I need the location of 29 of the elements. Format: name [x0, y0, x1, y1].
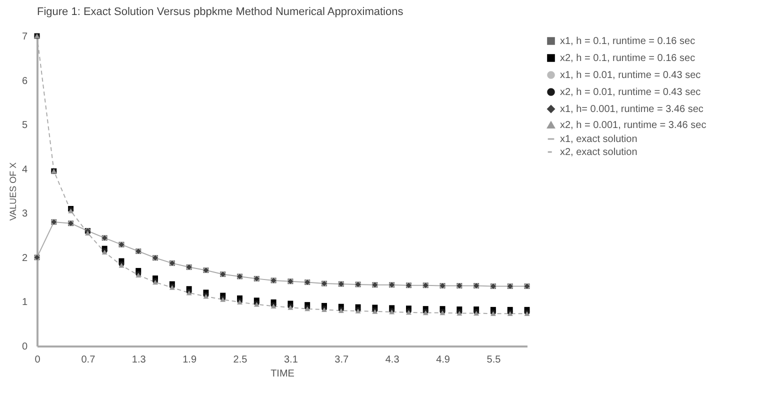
x-tick-label: 3.1 [284, 354, 298, 366]
x-tick-label: 0.7 [81, 354, 96, 366]
y-tick-label: 7 [22, 32, 28, 42]
x-axis-title: TIME [270, 368, 295, 380]
x-tick-label: 4.3 [385, 354, 400, 366]
legend-label: x1, exact solution [560, 134, 638, 145]
legend-label: x1, h= 0.001, runtime = 3.46 sec [560, 104, 704, 115]
x-tick-label: 0 [34, 354, 41, 366]
y-tick-label: 4 [22, 164, 28, 176]
x-tick-label: 1.9 [182, 354, 197, 366]
x-tick-label: 2.5 [233, 354, 248, 366]
legend-label: x2, h = 0.1, runtime = 0.16 sec [560, 53, 696, 64]
legend-label: x2, h = 0.001, runtime = 3.46 sec [560, 120, 706, 131]
y-tick-label: 2 [22, 252, 28, 264]
y-tick-label: 5 [22, 120, 28, 132]
x-tick-label: 1.3 [132, 354, 146, 366]
legend-label: x1, h = 0.01, runtime = 0.43 sec [560, 70, 701, 81]
x-tick-label: 4.9 [436, 354, 450, 366]
y-tick-label: 3 [22, 208, 28, 220]
x-tick-label: 3.7 [334, 354, 350, 366]
y-axis-title: VALUES OF X [8, 162, 18, 221]
y-tick-label: 1 [22, 297, 28, 308]
chart-title: Figure 1: Exact Solution Versus pbpkme Method Numerical Approximations [37, 6, 404, 18]
y-tick-label: 6 [22, 76, 28, 87]
legend-label: x2, h = 0.01, runtime = 0.43 sec [560, 87, 701, 98]
y-tick-label: 0 [22, 342, 28, 352]
legend-label: x1, h = 0.1, runtime = 0.16 sec [560, 36, 696, 47]
x-tick-label: 5.5 [486, 354, 502, 366]
legend-label: x2, exact solution [560, 147, 638, 158]
